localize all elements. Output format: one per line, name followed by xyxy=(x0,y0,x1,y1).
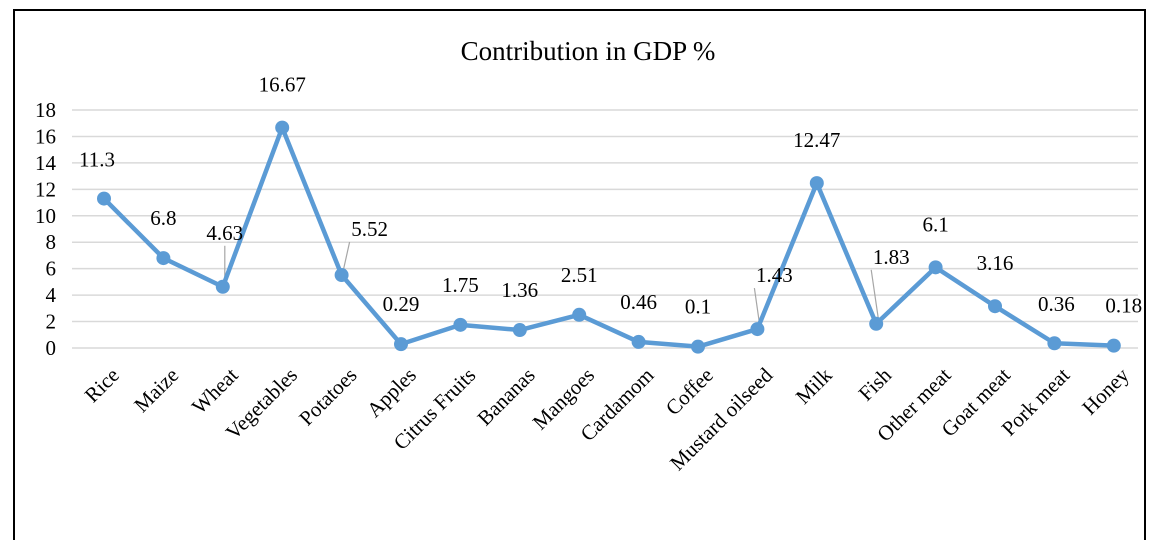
data-point xyxy=(809,176,824,191)
data-label: 1.43 xyxy=(756,263,793,287)
data-labels: 11.3 6.8 4.63 16.67 5.52 0.29 1.75 1.36 2.51 0.46… xyxy=(79,73,1142,319)
data-point xyxy=(988,299,1002,314)
data-point xyxy=(1047,336,1062,351)
gridlines xyxy=(72,109,1138,349)
y-tick-label: 16 xyxy=(35,124,56,148)
data-point xyxy=(394,337,408,352)
data-label: 0.18 xyxy=(1105,294,1142,318)
data-points xyxy=(97,120,1121,354)
y-tick-label: 0 xyxy=(46,336,57,360)
x-tick-label: Coffee xyxy=(661,363,718,420)
y-tick-label: 4 xyxy=(46,283,57,307)
label-leader-lines xyxy=(224,241,879,324)
data-label: 0.46 xyxy=(620,290,657,314)
x-tick-label: Potatoes xyxy=(294,363,361,430)
series-line xyxy=(101,125,1117,349)
y-tick-label: 18 xyxy=(35,98,56,122)
data-point xyxy=(512,323,527,338)
y-tick-label: 10 xyxy=(35,204,56,228)
y-tick-label: 12 xyxy=(35,177,56,201)
data-label: 1.36 xyxy=(501,278,538,302)
y-tick-label: 14 xyxy=(35,151,57,175)
y-tick-label: 8 xyxy=(46,230,57,254)
data-point xyxy=(869,316,884,331)
chart-title: Contribution in GDP % xyxy=(461,36,716,66)
data-label: 6.8 xyxy=(150,206,176,230)
data-label: 1.83 xyxy=(873,245,910,269)
data-label: 0.1 xyxy=(685,295,711,319)
data-point xyxy=(334,268,349,283)
x-tick-label: Rice xyxy=(80,363,124,407)
data-point xyxy=(631,334,646,349)
label-leader-line xyxy=(870,269,879,318)
data-label: 16.67 xyxy=(259,73,306,97)
data-label: 3.16 xyxy=(977,251,1014,275)
data-label: 12.47 xyxy=(793,128,840,152)
data-point xyxy=(215,279,230,294)
x-tick-label: Milk xyxy=(791,363,837,409)
x-tick-label: Maize xyxy=(129,363,183,417)
data-point xyxy=(1106,338,1121,353)
x-tick-label: Honey xyxy=(1077,363,1134,420)
data-point xyxy=(750,322,765,337)
label-leader-line xyxy=(343,241,351,270)
data-label: 4.63 xyxy=(206,221,243,245)
data-label: 11.3 xyxy=(79,148,115,172)
data-label: 0.36 xyxy=(1038,292,1075,316)
data-point xyxy=(156,251,171,266)
y-tick-label: 6 xyxy=(46,257,57,281)
x-tick-label: Mustard oilseed xyxy=(665,363,778,476)
data-point xyxy=(691,339,705,354)
data-point xyxy=(275,120,290,135)
data-label: 6.1 xyxy=(922,212,948,236)
data-label: 2.51 xyxy=(561,263,598,287)
data-label: 5.52 xyxy=(351,217,388,241)
label-leader-line xyxy=(753,288,760,324)
x-tick-label: Wheat xyxy=(187,363,243,419)
data-point xyxy=(572,307,587,322)
data-point xyxy=(97,191,111,206)
data-point xyxy=(928,260,943,275)
data-point xyxy=(453,317,468,332)
x-tick-label: Fish xyxy=(854,363,897,406)
y-tick-label: 2 xyxy=(46,310,57,334)
data-label: 1.75 xyxy=(442,273,479,297)
data-label: 0.29 xyxy=(383,292,420,316)
